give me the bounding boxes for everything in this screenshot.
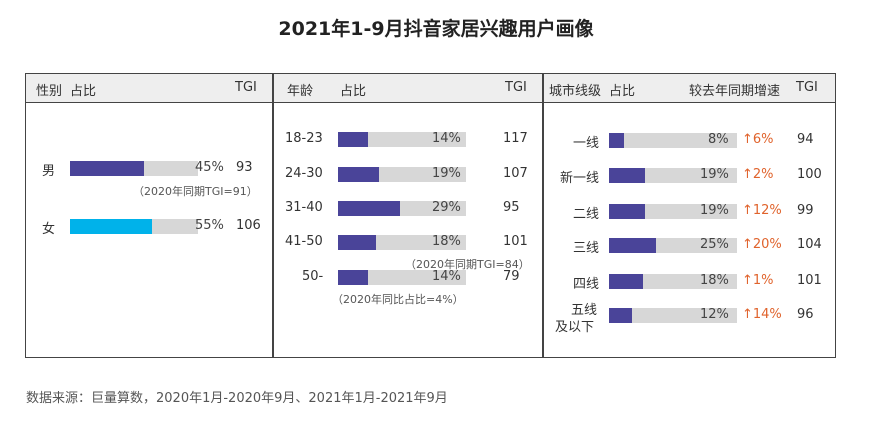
age-tgi-value: 107 [503,166,528,181]
age-label: 41-50 [285,234,323,249]
age-bar [338,167,379,182]
gender-tgi-header: TGI [235,80,257,95]
city-bar [609,238,656,253]
city-bar-track [609,238,737,253]
city-bar-track [609,204,737,219]
age-note: （2020年同期TGI=84） [405,258,530,271]
age-label: 24-30 [285,166,323,181]
gender-share-header: 占比 [70,84,97,99]
city-pct-label: 8% [708,132,729,147]
city-bar-track [609,308,737,323]
age-bar-track [338,132,466,147]
gender-tgi-value: 106 [236,218,261,233]
chart-title: 2021年1-9月抖音家居兴趣用户画像 [278,18,594,40]
age-bar-track [338,167,466,182]
age-label: 31-40 [285,200,323,215]
gender-note: （2020年同期TGI=91） [133,185,258,198]
city-bar [609,133,625,148]
city-tgi-value: 101 [797,273,822,288]
gender-pct-label: 55% [195,218,224,233]
city-label: 新一线 [560,171,600,186]
gender-label: 男 [42,164,56,179]
city-bar [609,204,645,219]
city-label-line2: 及以下 [555,320,595,335]
gender-bar [70,161,144,176]
city-tgi-value: 99 [797,203,814,218]
age-bar [338,201,400,216]
age-bar-track [338,270,466,285]
city-share-header: 占比 [609,84,636,99]
city-growth-value: ↑1% [742,273,774,288]
age-header: 年龄 [287,84,314,99]
age-tgi-header: TGI [505,80,527,95]
city-pct-label: 25% [700,237,729,252]
city-header: 城市线级 [549,84,602,99]
city-pct-label: 12% [700,307,729,322]
city-label: 二线 [573,207,600,222]
city-tgi-header: TGI [796,80,818,95]
city-label: 一线 [573,136,600,151]
city-growth-value: ↑6% [742,132,774,147]
source-note: 数据来源：巨量算数，2020年1月-2020年9月、2021年1月-2021年9… [26,391,448,406]
city-bar-track [609,274,737,289]
age-label: 50- [302,269,324,284]
gender-pct-label: 45% [195,160,224,175]
gender-bar [70,219,152,234]
age-pct-label: 14% [432,131,461,146]
age-bar [338,235,377,250]
city-pct-label: 19% [700,203,729,218]
city-growth-value: ↑14% [742,307,782,322]
profile-table: 性别 占比 TGI 年龄 占比 TGI 城市线级 占比 较去年同期增速 TGI [25,73,836,358]
city-pct-label: 19% [700,167,729,182]
city-label: 四线 [573,277,600,292]
gender-bar-track [70,161,198,176]
age-pct-label: 29% [432,200,461,215]
city-tgi-value: 96 [797,307,814,322]
age-pct-label: 19% [432,166,461,181]
age-share-header: 占比 [340,84,367,99]
gender-bar-track [70,219,198,234]
gender-header: 性别 [36,84,63,99]
age-bar [338,270,368,285]
city-label: 五线 [571,303,598,318]
city-growth-header: 较去年同期增速 [689,84,781,99]
city-growth-value: ↑20% [742,237,782,252]
city-growth-value: ↑2% [742,167,774,182]
age-tgi-value: 79 [503,269,520,284]
age-tgi-value: 95 [503,200,520,215]
city-tgi-value: 100 [797,167,822,182]
age-note: （2020年同比占比=4%） [332,293,464,306]
panel-divider [542,74,544,357]
age-pct-label: 14% [432,269,461,284]
city-bar-track [609,133,737,148]
gender-tgi-value: 93 [236,160,253,175]
age-tgi-value: 117 [503,131,528,146]
age-pct-label: 18% [432,234,461,249]
city-tgi-value: 94 [797,132,814,147]
city-label: 三线 [573,241,600,256]
city-bar [609,308,632,323]
city-growth-value: ↑12% [742,203,782,218]
city-bar [609,274,643,289]
age-bar-track [338,235,466,250]
gender-label: 女 [42,222,56,237]
age-tgi-value: 101 [503,234,528,249]
panel-divider [272,74,274,357]
age-bar-track [338,201,466,216]
age-bar [338,132,368,147]
city-pct-label: 18% [700,273,729,288]
city-tgi-value: 104 [797,237,822,252]
city-bar [609,168,645,183]
age-label: 18-23 [285,131,323,146]
city-bar-track [609,168,737,183]
table-header [26,74,835,103]
